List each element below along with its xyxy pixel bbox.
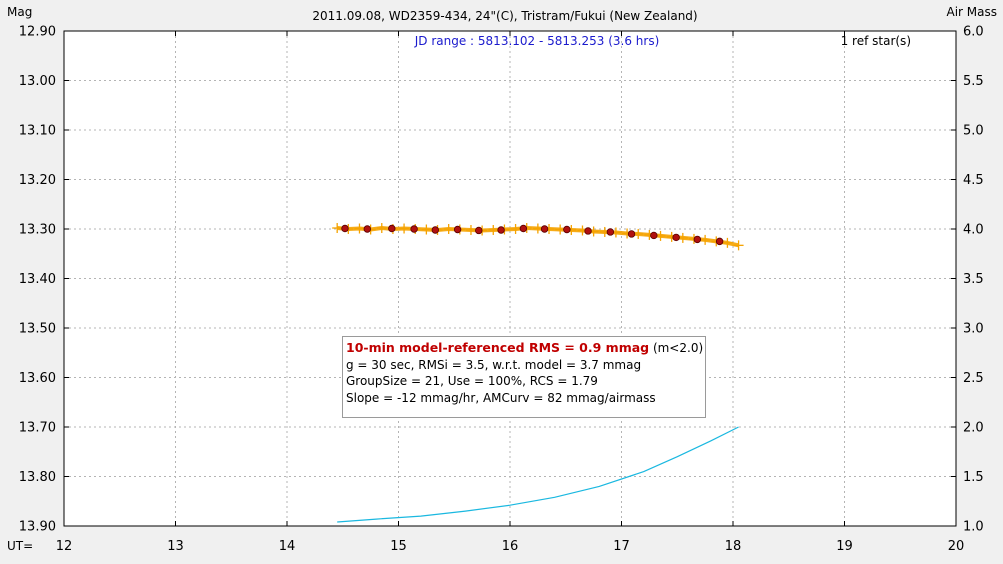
- binned-point: [363, 225, 371, 233]
- y-left-tick-label: 13.80: [19, 470, 56, 485]
- raw-point: [733, 240, 744, 251]
- raw-point: [510, 224, 521, 234]
- y-right-tick-label: 4.0: [963, 223, 984, 238]
- ref-star-count: 1 ref star(s): [841, 34, 911, 48]
- x-tick-label: 16: [502, 539, 519, 554]
- y-right-tick-label: 2.5: [963, 371, 984, 386]
- raw-point: [700, 234, 711, 245]
- binned-point: [475, 226, 483, 235]
- y-left-tick-label: 13.20: [19, 173, 56, 188]
- chart-title: 2011.09.08, WD2359-434, 24"(C), Tristram…: [312, 9, 697, 23]
- stats-line-2: g = 30 sec, RMSi = 3.5, w.r.t. model = 3…: [346, 357, 642, 372]
- y-right-tick-label: 3.5: [963, 272, 984, 287]
- stats-box: 10-min model-referenced RMS = 0.9 mmag (…: [342, 336, 706, 418]
- airmass-series: [337, 426, 739, 523]
- raw-point: [354, 223, 365, 234]
- y-left-tick-label: 13.70: [19, 421, 56, 436]
- binned-point: [497, 226, 505, 234]
- x-tick-label: 12: [56, 539, 73, 554]
- x-tick-label: 19: [836, 539, 853, 554]
- raw-point: [399, 223, 410, 234]
- y-left-tick-label: 13.30: [19, 223, 56, 238]
- binned-point: [627, 230, 636, 238]
- jd-range: JD range : 5813.102 - 5813.253 (3.6 hrs): [414, 34, 660, 48]
- y-left-tick-label: 13.60: [19, 371, 56, 386]
- y-left-tick-label: 13.10: [19, 124, 56, 139]
- binned-point: [650, 231, 658, 240]
- left-axis-title: Mag: [7, 5, 32, 19]
- y-left-tick-label: 13.90: [19, 520, 56, 535]
- x-axis-title: UT=: [7, 539, 33, 553]
- x-tick-label: 14: [279, 539, 296, 554]
- binned-point: [341, 224, 349, 233]
- binned-point: [540, 225, 549, 233]
- raw-point: [465, 224, 476, 235]
- binned-point: [606, 228, 615, 236]
- x-tick-label: 20: [948, 539, 965, 554]
- y-right-tick-label: 4.5: [963, 173, 984, 188]
- binned-point: [388, 224, 396, 233]
- tick-labels: 12 13 14 15 16 17 18 19 20 12.90 13.00 13.10 13.20 13…: [19, 25, 984, 555]
- binned-point: [410, 225, 418, 233]
- raw-point: [722, 237, 733, 248]
- raw-point: [443, 224, 454, 234]
- raw-point: [421, 224, 432, 235]
- y-right-tick-label: 3.0: [963, 322, 984, 337]
- x-tick-label: 17: [613, 539, 630, 554]
- rms-line: 10-min model-referenced RMS = 0.9 mmag (…: [346, 340, 705, 357]
- y-right-tick-label: 1.0: [963, 520, 984, 535]
- binned-series: [341, 224, 724, 246]
- binned-point: [563, 225, 571, 234]
- binned-point: [693, 235, 702, 244]
- binned-point: [672, 233, 680, 242]
- y-left-tick-label: 13.00: [19, 74, 56, 89]
- y-right-tick-label: 6.0: [963, 25, 984, 40]
- y-left-tick-label: 13.50: [19, 322, 56, 337]
- rms-condition: (m<2.0): [649, 341, 704, 355]
- y-left-tick-label: 12.90: [19, 25, 56, 40]
- y-left-tick-label: 13.40: [19, 272, 56, 287]
- stats-line-3: GroupSize = 21, Use = 100%, RCS = 1.79: [346, 374, 598, 388]
- binned-point: [431, 226, 439, 234]
- binned-point: [453, 225, 462, 234]
- rms-value: 10-min model-referenced RMS = 0.9 mmag: [346, 340, 650, 355]
- stats-line-4: Slope = -12 mmag/hr, AMCurv = 82 mmag/ai…: [346, 390, 656, 405]
- airmass-curve: [337, 426, 739, 523]
- axis-ticks: [63, 30, 957, 527]
- y-right-tick-label: 2.0: [963, 421, 984, 436]
- binned-point: [584, 227, 592, 235]
- x-tick-label: 15: [390, 539, 407, 554]
- x-tick-label: 18: [725, 539, 742, 554]
- binned-point: [715, 237, 724, 246]
- raw-point: [332, 223, 343, 234]
- binned-point: [519, 224, 528, 233]
- x-tick-label: 13: [167, 539, 184, 554]
- y-right-tick-label: 5.0: [963, 124, 984, 139]
- raw-point: [376, 223, 387, 234]
- y-right-tick-label: 5.5: [963, 74, 984, 89]
- y-right-tick-label: 1.5: [963, 470, 984, 485]
- right-axis-title: Air Mass: [946, 5, 997, 19]
- raw-point: [488, 224, 499, 235]
